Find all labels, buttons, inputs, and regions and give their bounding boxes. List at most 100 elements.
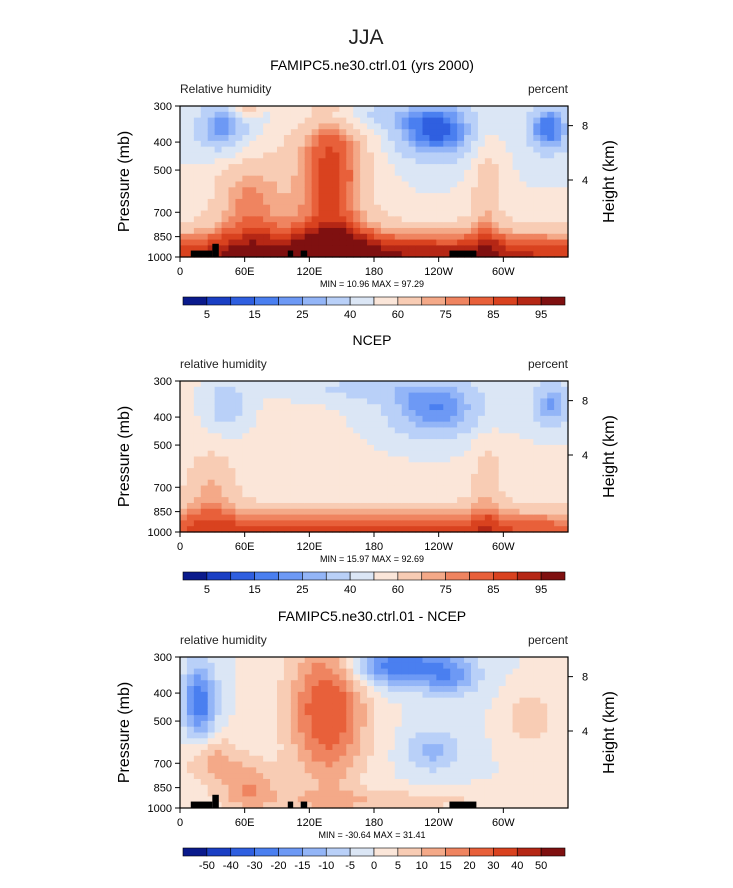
heatmap-cell (235, 204, 243, 212)
heatmap-cell (290, 773, 299, 780)
heatmap-cell (200, 381, 209, 388)
heatmap-cell (283, 796, 292, 803)
heatmap-cell (367, 502, 375, 510)
heatmap-cell (332, 410, 340, 417)
heatmap-cell (277, 674, 285, 681)
heatmap-cell (415, 135, 424, 142)
heatmap-cell (200, 709, 209, 716)
heatmap-cell (436, 392, 444, 400)
heatmap-cell (498, 187, 507, 194)
colorbar-swatch (182, 296, 208, 306)
heatmap-cell (270, 169, 278, 177)
heatmap-cell (221, 439, 230, 446)
heatmap-cell (207, 135, 216, 142)
heatmap-cell (491, 514, 500, 521)
heatmap-cell (277, 158, 285, 165)
heatmap-cell (180, 164, 188, 171)
heatmap-cell (235, 479, 243, 487)
colorbar-swatch (230, 847, 255, 857)
heatmap-cell (422, 473, 431, 481)
heatmap-cell (394, 152, 403, 159)
heatmap-cell (464, 106, 472, 113)
heatmap-cell (290, 738, 299, 745)
x-tick-label: 120E (296, 266, 322, 278)
heatmap-cell (477, 152, 486, 159)
heatmap-cell (457, 674, 465, 681)
heatmap-cell (311, 444, 320, 452)
heatmap-cell (477, 674, 486, 681)
heatmap-cell (450, 129, 458, 136)
heatmap-cell (498, 386, 507, 394)
colorbar-swatch (540, 571, 566, 581)
heatmap-cell (228, 720, 237, 728)
heatmap-cell (429, 204, 437, 212)
heatmap-cell (290, 761, 299, 768)
heatmap-cell (256, 227, 264, 235)
heatmap-cell (526, 502, 534, 510)
heatmap-cell (353, 720, 361, 728)
heatmap-cell (436, 778, 444, 786)
heatmap-cell (270, 210, 278, 217)
heatmap-cell (304, 239, 313, 246)
heatmap-cell (436, 761, 444, 768)
heatmap-cell (270, 514, 278, 521)
heatmap-cell (526, 227, 534, 235)
heatmap-cell (380, 767, 389, 774)
heatmap-cell (484, 193, 493, 200)
heatmap-cell (374, 175, 382, 183)
heatmap-cell (353, 668, 361, 676)
heatmap-cell (353, 526, 361, 533)
panel-title: FAMIPC5.ne30.ctrl.01 - NCEP (278, 608, 466, 624)
heatmap-cell (547, 784, 555, 792)
heatmap-cell (221, 767, 230, 774)
heatmap-cell (297, 204, 306, 212)
heatmap-cell (374, 164, 382, 171)
heatmap-cell (387, 485, 396, 492)
heatmap-cell (471, 181, 479, 188)
heatmap-cell (512, 697, 521, 705)
heatmap-cell (464, 502, 472, 510)
heatmap-cell (547, 444, 555, 452)
heatmap-cell (304, 773, 313, 780)
heatmap-cell (415, 187, 424, 194)
colorbar-swatch (349, 847, 375, 857)
heatmap-cell (180, 245, 188, 252)
heatmap-cell (339, 386, 347, 394)
heatmap-cell (339, 381, 347, 388)
heatmap-cell (290, 462, 299, 469)
heatmap-cell (408, 790, 417, 797)
heatmap-cell (277, 222, 285, 229)
heatmap-cell (193, 245, 202, 252)
heatmap-cell (346, 784, 354, 792)
heatmap-cell (249, 767, 257, 774)
heatmap-cell (263, 462, 271, 469)
heatmap-cell (290, 514, 299, 521)
heatmap-cell (304, 514, 313, 521)
heatmap-cell (484, 784, 493, 792)
heatmap-cell (554, 386, 562, 394)
heatmap-cell (360, 508, 368, 516)
heatmap-cell (512, 709, 521, 716)
heatmap-cell (394, 444, 403, 452)
heatmap-cell (387, 135, 396, 142)
heatmap-cell (207, 392, 216, 400)
heatmap-cell (533, 123, 541, 130)
heatmap-cell (533, 657, 541, 664)
heatmap-cell (346, 520, 354, 527)
heatmap-cell (401, 715, 410, 722)
heatmap-cell (554, 410, 562, 417)
heatmap-cell (228, 129, 237, 136)
heatmap-cell (450, 222, 458, 229)
heatmap-cell (484, 140, 493, 148)
heatmap-cell (339, 485, 347, 492)
heatmap-cell (180, 686, 188, 693)
heatmap-cell (471, 245, 479, 252)
heatmap-cell (554, 749, 562, 757)
heatmap-cell (464, 404, 472, 411)
heatmap-cell (263, 410, 271, 417)
heatmap-cell (547, 686, 555, 693)
heatmap-cell (249, 123, 257, 130)
heatmap-cell (270, 703, 278, 710)
heatmap-cell (186, 691, 195, 699)
heatmap-cell (346, 233, 354, 241)
